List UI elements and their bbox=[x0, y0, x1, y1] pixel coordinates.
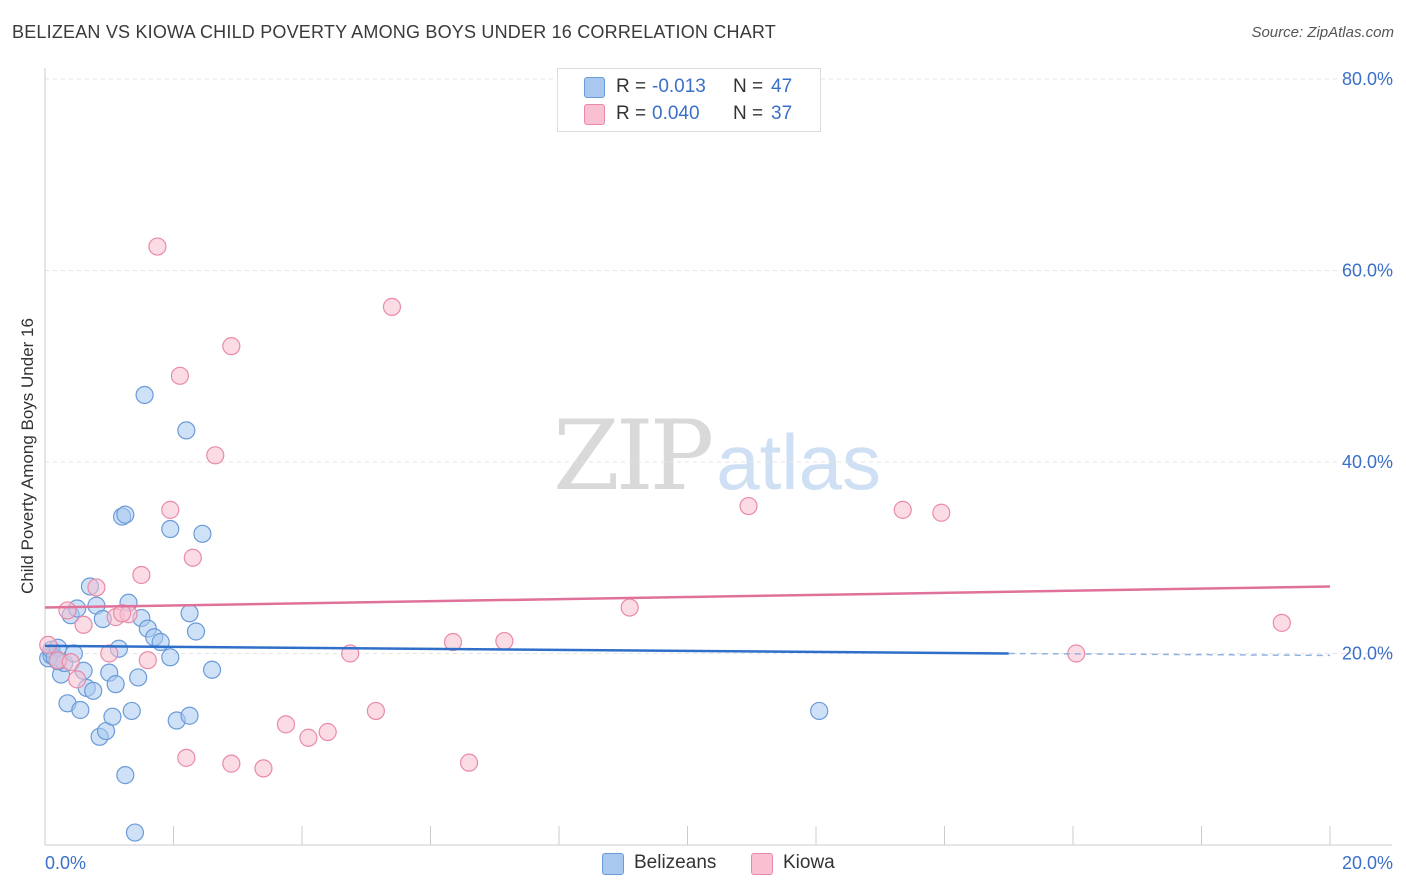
kiowa-point bbox=[170, 366, 190, 385]
kiowa-point bbox=[459, 753, 479, 772]
kiowa-point bbox=[382, 297, 402, 316]
kiowa-point bbox=[893, 500, 912, 519]
r-label: R = bbox=[616, 76, 647, 97]
kiowa-point bbox=[183, 548, 202, 567]
kiowa-point bbox=[58, 601, 77, 620]
belizeans-point bbox=[135, 385, 154, 405]
belizeans-point bbox=[177, 421, 196, 440]
chart-title: BELIZEAN VS KIOWA CHILD POVERTY AMONG BO… bbox=[12, 22, 776, 42]
n-label: N = bbox=[733, 103, 764, 124]
y-tick-label: 80.0% bbox=[1342, 69, 1393, 89]
kiowa-point bbox=[318, 722, 337, 742]
kiowa-point bbox=[443, 632, 463, 652]
x-tick-label: 0.0% bbox=[45, 853, 86, 873]
belizeans-point bbox=[180, 706, 199, 725]
belizeans-point bbox=[116, 766, 135, 785]
belizeans-point bbox=[125, 823, 145, 842]
belizeans-point bbox=[186, 622, 206, 641]
y-tick-label: 20.0% bbox=[1342, 644, 1393, 664]
kiowa-point bbox=[87, 578, 106, 597]
kiowa-point bbox=[206, 446, 225, 465]
belizeans-point bbox=[161, 519, 180, 539]
r-label: R = bbox=[616, 103, 647, 124]
source-note: Source: ZipAtlas.com bbox=[1251, 24, 1394, 41]
kiowa-point bbox=[100, 644, 119, 663]
kiowa-trend-line bbox=[44, 585, 1331, 609]
y-axis-label: Child Poverty Among Boys Under 16 bbox=[18, 318, 37, 594]
n-value: 37 bbox=[771, 103, 793, 124]
kiowa-point bbox=[299, 728, 318, 747]
correlation-legend: R = -0.013 N = 47 R = 0.040 N = 37 bbox=[557, 68, 821, 132]
belizeans-point bbox=[180, 604, 199, 623]
belizeans-swatch bbox=[584, 77, 605, 98]
belizeans-point bbox=[84, 681, 103, 700]
belizeans-point bbox=[122, 701, 141, 721]
x-tick-label: 20.0% bbox=[1342, 853, 1393, 873]
kiowa-point bbox=[276, 715, 296, 734]
belizeans-point bbox=[106, 675, 125, 694]
kiowa-point bbox=[148, 237, 167, 256]
kiowa-swatch bbox=[584, 104, 605, 125]
belizeans-trend-line bbox=[44, 644, 1009, 655]
belizeans-point bbox=[193, 524, 212, 543]
belizeans-point bbox=[103, 707, 122, 726]
kiowa-point bbox=[222, 754, 241, 773]
n-value: 47 bbox=[771, 76, 793, 97]
kiowa-point bbox=[1272, 613, 1291, 632]
kiowa-point bbox=[74, 615, 93, 634]
r-value: 0.040 bbox=[652, 103, 700, 124]
legend-label: Kiowa bbox=[783, 852, 835, 873]
series-legend: Belizeans Kiowa bbox=[0, 852, 1406, 876]
kiowa-point bbox=[138, 651, 157, 670]
kiowa-point bbox=[620, 598, 639, 617]
y-tick-label: 60.0% bbox=[1342, 261, 1393, 281]
belizeans-point bbox=[129, 668, 148, 687]
kiowa-point bbox=[222, 337, 241, 356]
kiowa-point bbox=[112, 604, 132, 623]
belizeans-point bbox=[202, 660, 222, 679]
belizeans-point bbox=[71, 700, 90, 720]
belizeans-point bbox=[116, 505, 135, 524]
belizeans-point bbox=[810, 701, 829, 721]
y-tick-label: 40.0% bbox=[1342, 452, 1393, 472]
kiowa-point bbox=[739, 496, 758, 516]
n-label: N = bbox=[733, 76, 764, 97]
kiowa-swatch bbox=[751, 853, 773, 875]
r-value: -0.013 bbox=[652, 76, 706, 97]
kiowa-point bbox=[68, 670, 87, 689]
kiowa-point bbox=[932, 503, 951, 522]
kiowa-point bbox=[366, 701, 385, 721]
kiowa-point bbox=[61, 653, 80, 672]
belizeans-point bbox=[161, 648, 180, 667]
kiowa-point bbox=[161, 500, 180, 519]
belizeans-trend-extension bbox=[1008, 652, 1331, 657]
legend-label: Belizeans bbox=[634, 852, 717, 873]
watermark-zip: ZIP bbox=[553, 400, 714, 512]
kiowa-point bbox=[254, 759, 273, 778]
kiowa-point bbox=[495, 631, 514, 651]
belizeans-swatch bbox=[602, 853, 624, 875]
kiowa-point bbox=[177, 748, 196, 767]
kiowa-point bbox=[132, 565, 151, 585]
